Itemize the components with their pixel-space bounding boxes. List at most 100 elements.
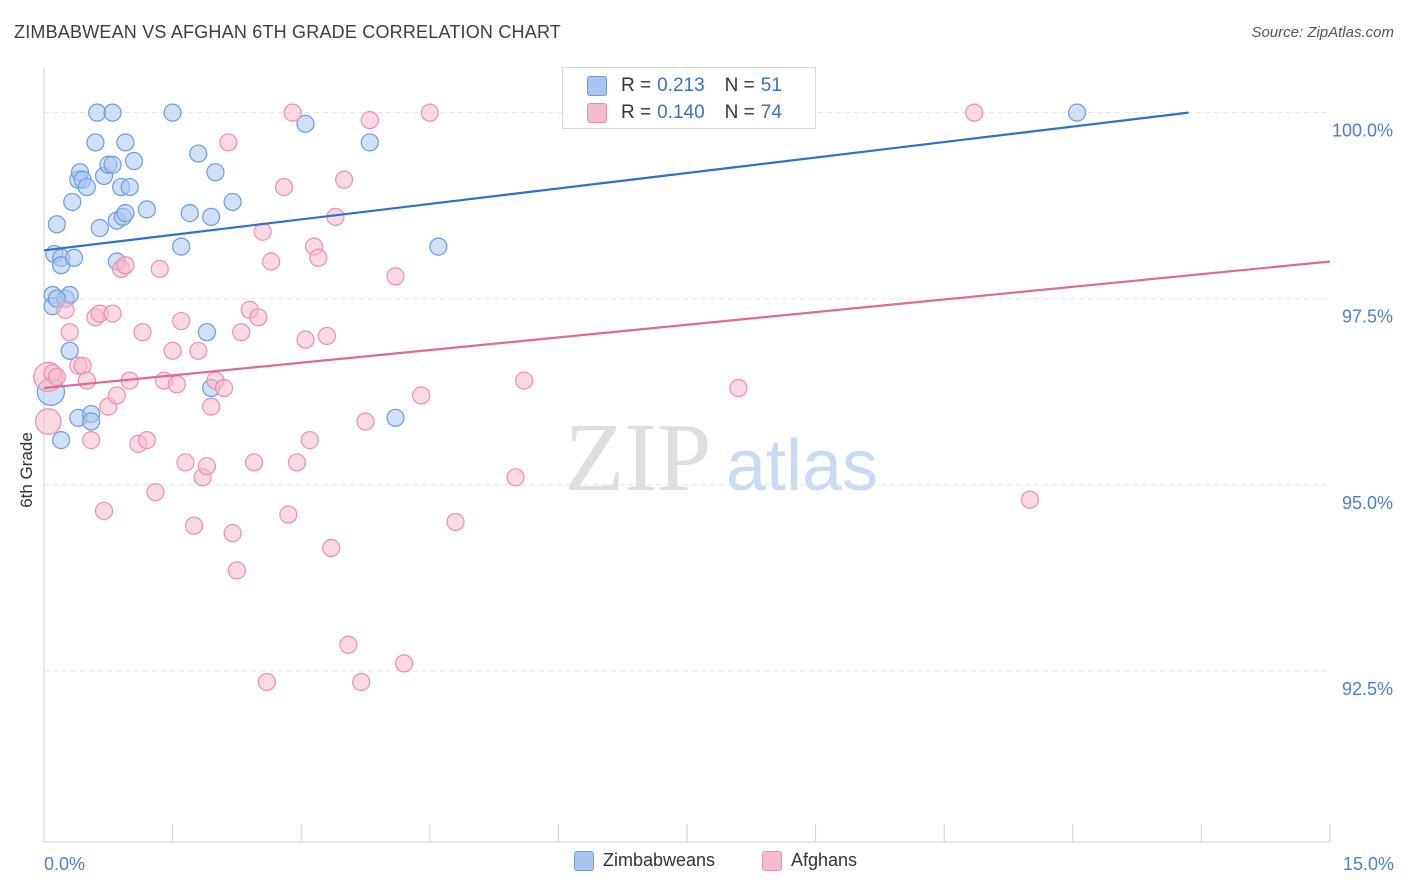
data-point-pink — [214, 378, 234, 398]
trend-lines — [43, 111, 1331, 390]
y-tick-label: 100.0% — [1332, 121, 1393, 141]
r-value: 0.213 — [657, 75, 705, 96]
data-point-blue — [163, 103, 182, 122]
data-point-pink — [352, 672, 371, 692]
legend-swatch-pink — [587, 103, 607, 123]
data-point-blue — [180, 204, 199, 223]
y-tick-label: 97.5% — [1342, 307, 1393, 327]
chart-title: ZIMBABWEAN VS AFGHAN 6TH GRADE CORRELATI… — [14, 22, 562, 42]
data-point-blue — [52, 431, 71, 450]
data-point-pink — [386, 267, 405, 286]
data-point-pink — [103, 304, 122, 323]
data-point-pink — [94, 501, 114, 520]
data-point-pink — [244, 453, 264, 472]
watermark-atlas: atlas — [726, 426, 878, 506]
data-point-pink — [317, 326, 337, 346]
data-point-pink — [339, 635, 358, 654]
data-point-blue — [223, 192, 242, 212]
watermark-zip: ZIP — [565, 404, 712, 512]
legend-item-afghans[interactable]: Afghans — [762, 850, 857, 871]
data-point-pink — [300, 431, 319, 450]
data-point-pink — [515, 371, 534, 390]
data-point-pink — [34, 408, 62, 435]
n-label: N = — [724, 102, 755, 123]
data-point-blue — [189, 144, 208, 163]
data-point-blue — [116, 204, 135, 223]
data-point-pink — [394, 654, 414, 673]
watermark: ZIP atlas — [565, 404, 879, 512]
data-point-blue — [124, 151, 144, 171]
data-point-pink — [334, 170, 354, 189]
data-point-pink — [167, 375, 186, 394]
tick-labels: 100.0% 97.5% 95.0% 92.5% 0.0% 15.0% — [44, 121, 1394, 874]
data-point-pink — [360, 110, 379, 130]
r-value: 0.140 — [657, 102, 705, 123]
data-point-pink — [184, 516, 204, 535]
data-point-blue — [103, 103, 122, 122]
data-point-pink — [506, 468, 525, 487]
y-tick-label: 95.0% — [1342, 493, 1393, 513]
data-point-pink — [219, 133, 238, 152]
data-point-blue — [197, 323, 216, 342]
data-point-blue — [86, 133, 105, 152]
data-point-pink — [133, 323, 152, 342]
data-point-pink — [176, 453, 195, 472]
data-point-blue — [116, 133, 135, 152]
data-point-pink — [420, 103, 439, 122]
legend-swatch-pink — [762, 850, 782, 871]
chart-source: Source: ZipAtlas.com — [1251, 24, 1394, 41]
data-point-pink — [197, 457, 216, 476]
data-point-pink — [257, 672, 277, 692]
data-point-pink — [146, 483, 165, 502]
data-point-pink — [279, 505, 298, 524]
data-point-pink — [356, 412, 375, 431]
legend-label: Zimbabweans — [603, 850, 716, 870]
data-point-pink — [60, 323, 79, 342]
n-value: 51 — [760, 75, 782, 96]
y-axis-label: 6th Grade — [17, 432, 36, 508]
data-point-pink — [283, 103, 302, 122]
data-point-pink — [150, 259, 169, 279]
data-point-blue — [77, 177, 96, 197]
data-point-pink — [202, 397, 221, 416]
y-tick-label: 92.5% — [1342, 679, 1393, 699]
data-point-pink — [116, 256, 135, 275]
data-point-blue — [88, 103, 107, 122]
data-point-pink — [274, 177, 294, 197]
data-point-pink — [56, 300, 75, 319]
data-point-pink — [322, 538, 341, 558]
data-point-pink — [189, 341, 208, 360]
data-point-pink — [412, 386, 431, 405]
data-point-blue — [82, 412, 101, 431]
x-tick-label: 15.0% — [1343, 854, 1394, 874]
data-point-pink — [82, 431, 101, 450]
data-point-pink — [729, 378, 748, 398]
data-point-blue — [1067, 103, 1087, 122]
data-point-pink — [163, 341, 182, 360]
data-point-blue — [137, 200, 156, 219]
stats-legend: R = 0.213 N = 51 R = 0.140 N = 74 — [562, 67, 816, 129]
data-point-pink — [965, 103, 984, 122]
data-point-blue — [64, 248, 84, 267]
data-point-blue — [360, 133, 379, 152]
data-point-pink — [172, 311, 191, 331]
data-point-pink — [262, 252, 281, 271]
n-value: 74 — [760, 102, 782, 123]
data-point-blue — [103, 155, 122, 174]
data-points — [33, 103, 1087, 692]
data-point-blue — [60, 341, 79, 360]
n-label: N = — [724, 75, 755, 96]
r-label: R = — [621, 75, 652, 96]
legend-swatch-blue — [587, 76, 607, 96]
data-point-pink — [232, 323, 251, 342]
legend-swatch-blue — [574, 850, 594, 871]
data-point-pink — [223, 524, 242, 543]
data-point-pink — [47, 367, 66, 386]
data-point-blue — [120, 177, 139, 197]
data-point-blue — [90, 218, 109, 238]
data-point-blue — [296, 114, 315, 133]
legend-item-zimbabweans[interactable]: Zimbabweans — [574, 850, 715, 871]
data-point-pink — [309, 248, 328, 267]
data-point-blue — [429, 237, 448, 256]
